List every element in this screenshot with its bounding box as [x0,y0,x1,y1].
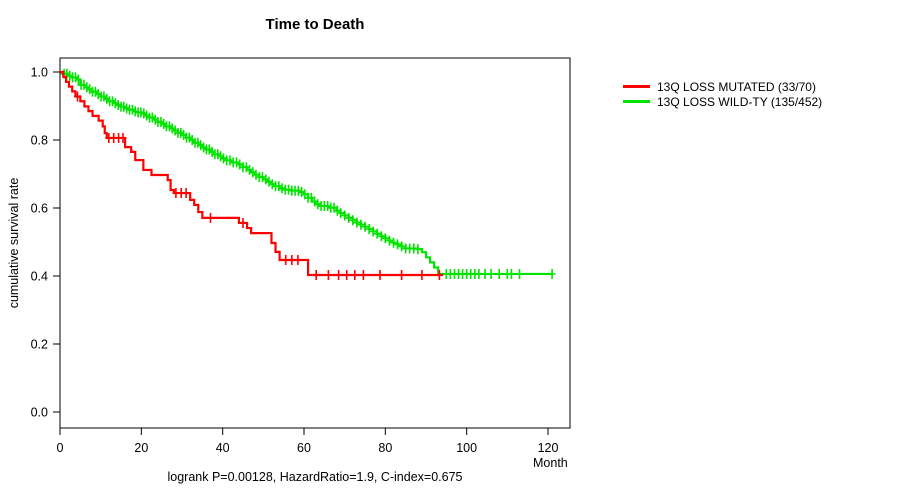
legend-item-wildtype: 13Q LOSS WILD-TY (135/452) [623,94,822,109]
censor-marks-wildtype [60,68,556,279]
x-tick-label: 100 [456,441,477,455]
legend-line-red [623,85,650,88]
legend-label-wildtype: 13Q LOSS WILD-TY (135/452) [657,94,823,109]
x-tick-label: 20 [134,441,148,455]
censor-marks-mutated [74,91,443,280]
survival-curve-wildtype [60,70,553,276]
stats-annotation: logrank P=0.00128, HazardRatio=1.9, C-in… [167,470,463,484]
x-tick-label: 0 [57,441,64,455]
y-tick-label: 0.0 [31,406,48,420]
legend: 13Q LOSS MUTATED (33/70) 13Q LOSS WILD-T… [623,79,822,109]
y-tick-label: 0.6 [31,202,48,216]
x-tick-label: 40 [216,441,230,455]
legend-line-green [623,100,650,103]
y-tick-label: 0.4 [31,270,48,284]
plot-box [59,57,571,429]
y-tick-label: 1.0 [31,66,48,80]
x-axis-unit-label: Month [533,456,568,470]
y-tick-label: 0.2 [31,338,48,352]
chart-title: Time to Death [265,16,365,33]
legend-item-mutated: 13Q LOSS MUTATED (33/70) [623,79,822,94]
x-tick-label: 120 [538,441,559,455]
legend-label-mutated: 13Q LOSS MUTATED (33/70) [657,79,816,94]
y-tick-label: 0.8 [31,134,48,148]
x-tick-label: 60 [297,441,311,455]
x-tick-label: 80 [378,441,392,455]
